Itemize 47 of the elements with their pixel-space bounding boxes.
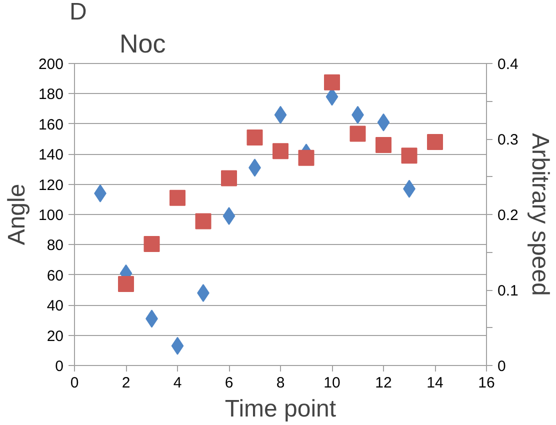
point xyxy=(376,137,392,154)
y2-tick-label: 0.3 xyxy=(498,132,518,148)
point xyxy=(171,336,184,355)
x-tick-label: 16 xyxy=(478,374,495,392)
point xyxy=(401,148,418,164)
point xyxy=(170,190,186,206)
chart-title: Noc xyxy=(120,28,166,58)
point xyxy=(246,129,263,146)
y2-tick-label: 0.2 xyxy=(498,207,518,224)
y-tick-label: 20 xyxy=(46,328,64,345)
y2-tick-label: 0 xyxy=(498,358,506,375)
y-tick-label: 40 xyxy=(46,298,64,315)
point xyxy=(274,106,287,124)
x-tick-label: 12 xyxy=(375,374,392,392)
point xyxy=(350,126,366,142)
y-tick-label: 140 xyxy=(38,146,64,164)
x-tick-label: 8 xyxy=(276,374,285,392)
y-tick-label: 0 xyxy=(55,358,64,375)
y-tick-label: 60 xyxy=(46,267,64,284)
x-tick-label: 2 xyxy=(122,374,130,392)
y-tick-label: 100 xyxy=(38,207,64,224)
text: D xyxy=(70,0,87,26)
point xyxy=(427,134,443,150)
y-axis-title: Angle xyxy=(3,184,30,246)
y2-tick-label: 0.1 xyxy=(498,282,518,300)
point xyxy=(221,170,237,186)
point xyxy=(324,74,340,90)
x-tick-label: 10 xyxy=(324,374,340,392)
y-tick-label: 200 xyxy=(38,56,64,73)
point xyxy=(195,213,212,230)
x-tick-label: 14 xyxy=(426,374,444,392)
point xyxy=(377,113,390,132)
x-axis-title: Time point xyxy=(224,396,336,422)
x-tick-label: 6 xyxy=(224,374,234,392)
y2-axis-title: Arbitrary speed xyxy=(526,133,554,296)
point xyxy=(222,207,236,226)
y-tick-label: 120 xyxy=(38,176,64,194)
x-tick-label: 4 xyxy=(173,374,182,392)
y-tick-label: 160 xyxy=(38,116,64,134)
point xyxy=(272,143,288,160)
point xyxy=(144,236,160,252)
point xyxy=(298,150,314,166)
y-tick-label: 80 xyxy=(46,237,64,254)
point xyxy=(118,276,134,292)
y2-tick-label: 0.4 xyxy=(498,56,518,73)
y-tick-label: 180 xyxy=(38,86,64,104)
x-tick-label: 0 xyxy=(70,374,79,392)
